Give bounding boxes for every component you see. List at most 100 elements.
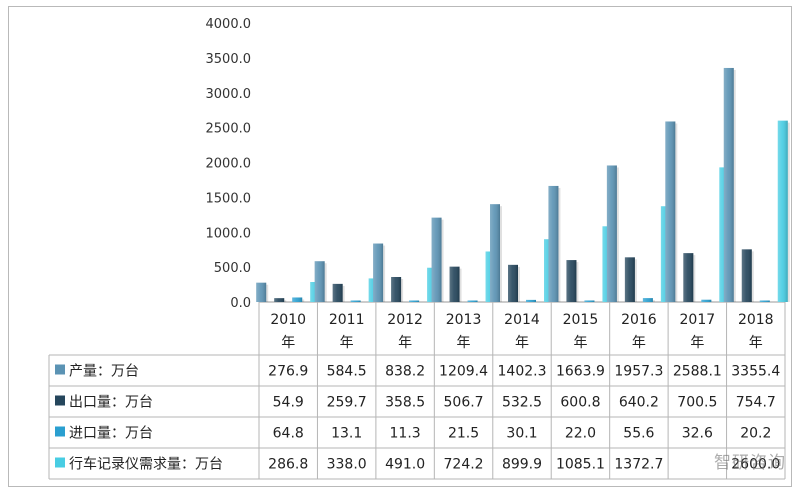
bar-进口量：万台-2014 [526,299,538,302]
bar-shadow [616,167,619,302]
bar-shading [274,298,285,302]
bar-产量：万台-2015 [548,185,561,302]
bar-进口量：万台-2011 [350,300,361,302]
bar-进口量：万台-2016 [642,298,655,302]
bar-shadow [500,206,502,302]
bar-shadow [733,69,736,302]
data-label: 2600.0 [731,457,780,473]
bar-shading [314,261,325,302]
category-label-year: 2011 [329,312,365,328]
data-label: 358.5 [385,395,425,411]
series-label: 行车记录仪需求量：万台 [69,456,223,473]
bar-shading [332,283,343,302]
bars [256,67,790,303]
bar-shadow [576,262,579,302]
bar-出口量：万台-2010 [274,298,287,302]
bar-shadow [266,284,269,302]
bar-shading [566,260,577,302]
y-tick-label: 1500.0 [206,191,252,206]
bar-产量：万台-2017 [665,121,678,302]
bar-出口量：万台-2018 [741,249,754,302]
category-label-year: 2018 [738,312,774,328]
bar-shadow [652,300,655,302]
bar-shading [490,204,500,302]
data-label: 259.7 [327,395,367,411]
y-tick-label: 2500.0 [206,122,252,137]
legend-swatch [55,364,65,375]
watermark: 智研咨询 [714,453,786,473]
bar-shading [701,299,712,302]
bar-shadow [518,266,520,302]
bar-产量：万台-2011 [314,261,327,302]
y-tick-label: 0.0 [230,296,251,311]
bar-shading [777,120,788,303]
data-label: 55.6 [623,426,654,442]
data-label: 754.7 [736,395,776,411]
series-label: 进口量：万台 [69,426,153,442]
bar-出口量：万台-2012 [391,276,404,302]
bar-产量：万台-2013 [431,217,444,302]
bar-shading [741,249,752,302]
bar-shadow [675,123,678,302]
category-label-unit: 年 [457,335,471,351]
bar-chart: 0.0 500.0 1000.0 1500.0 2000.0 2500.0 3000.0 35… [48,17,790,480]
bar-shading [373,243,384,302]
data-label: 1085.1 [556,457,605,473]
bar-进口量：万台-2013 [467,300,478,302]
bar-产量：万台-2012 [373,243,386,302]
bar-产量：万台-2014 [490,204,502,302]
bar-shadow [324,263,327,302]
bar-shading [350,300,361,302]
bar-产量：万台-2010 [256,282,269,302]
category-label-year: 2015 [563,312,599,328]
bar-shading [606,165,617,302]
data-label: 20.2 [740,426,771,442]
category-label-unit: 年 [573,335,587,351]
data-label: 1209.4 [439,364,488,380]
category-label-unit: 年 [632,335,646,351]
data-label: 1402.3 [498,364,547,380]
data-label: 532.5 [502,395,542,411]
data-label: 506.7 [444,395,484,411]
data-label: 724.2 [444,457,484,473]
legend-swatch [55,426,65,437]
bar-shadow [383,245,386,302]
y-tick-label: 4000.0 [206,17,252,32]
series-label: 出口量：万台 [69,395,153,411]
bar-shading [449,266,460,302]
bar-shading [467,300,478,302]
y-tick-label: 2000.0 [206,157,252,172]
bar-出口量：万台-2016 [624,257,637,302]
bar-shadow [302,299,305,302]
data-table: 2010 年 2011 年 2012 年 2013 年 2014 年 2015 年 2016 年 2017 年… [48,302,786,480]
data-label: 286.8 [268,457,308,473]
bar-出口量：万台-2014 [508,264,520,302]
bar-shading [584,300,595,302]
data-label: 2588.1 [673,364,722,380]
data-label: 21.5 [448,426,479,442]
bar-shading [256,282,267,302]
bar-出口量：万台-2013 [449,266,462,302]
bar-shadow [459,268,462,302]
bar-shading [508,264,518,302]
category-label-year: 2012 [387,312,423,328]
category-label-year: 2013 [446,312,482,328]
data-label: 22.0 [565,426,596,442]
data-label: 30.1 [506,426,537,442]
bar-shading [723,67,734,302]
data-label: 700.5 [677,395,717,411]
bar-shadow [751,251,754,302]
data-label: 600.8 [560,395,600,411]
y-axis: 0.0 500.0 1000.0 1500.0 2000.0 2500.0 3000.0 35… [206,17,785,311]
bar-shadow [284,300,287,302]
bar-出口量：万台-2015 [566,260,579,302]
data-label: 13.1 [331,426,362,442]
bar-行车记录仪需求量：万台-2018 [777,120,790,303]
bar-出口量：万台-2011 [332,283,345,302]
bar-shading [624,257,635,302]
category-label-year: 2010 [270,312,306,328]
data-label: 338.0 [327,457,367,473]
bar-进口量：万台-2018 [759,300,770,302]
category-label-unit: 年 [515,335,529,351]
bar-shading [642,298,653,302]
